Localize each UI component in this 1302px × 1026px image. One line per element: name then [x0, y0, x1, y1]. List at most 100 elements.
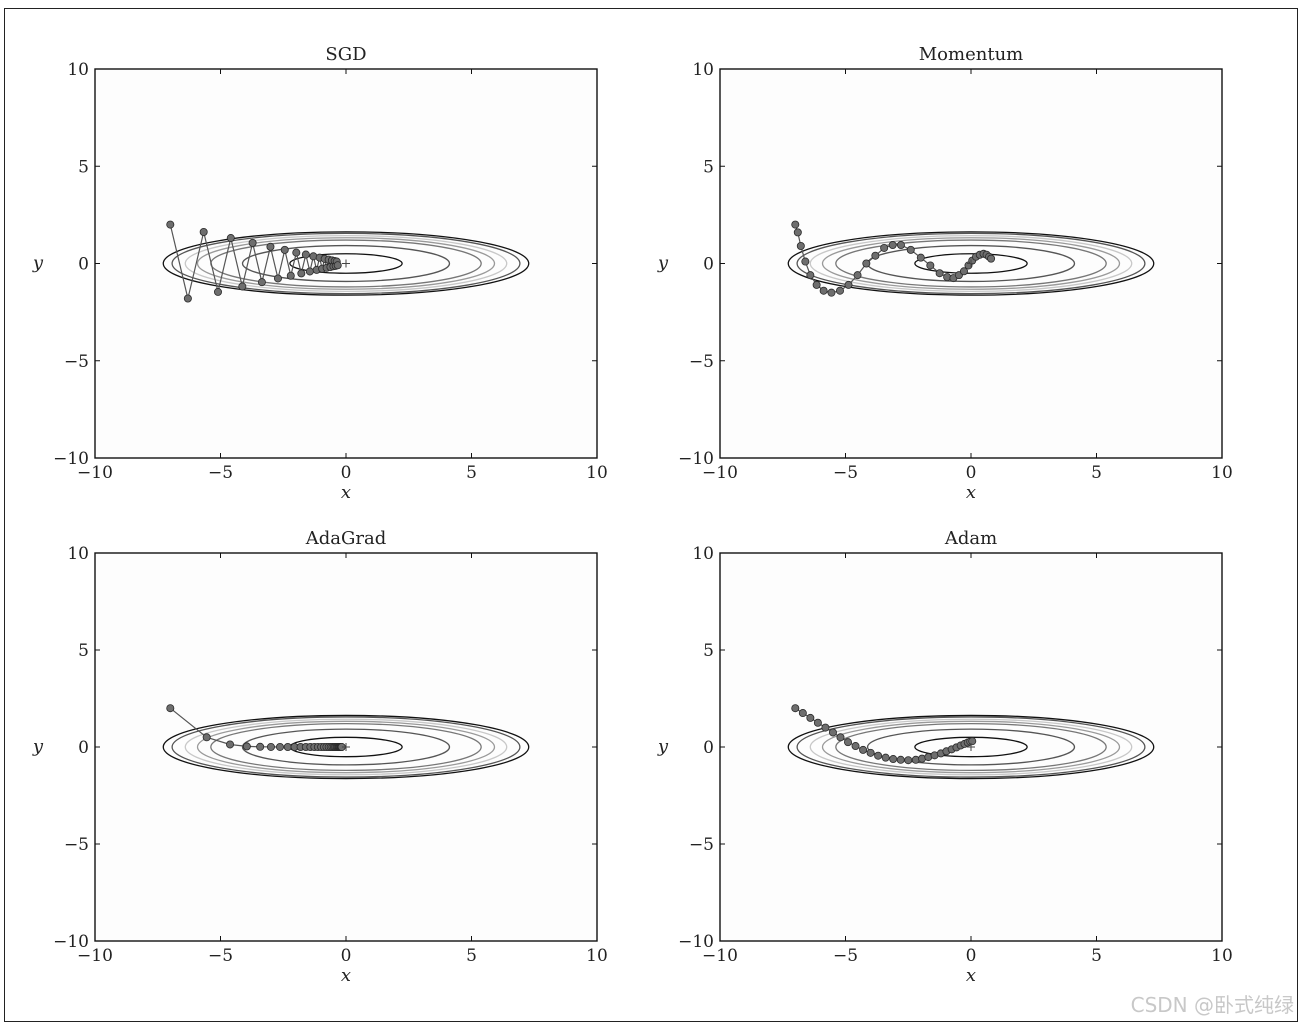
- momentum-path-point: [987, 254, 996, 263]
- momentum-xtick-label: 5: [1091, 463, 1102, 483]
- momentum-ylabel: y: [657, 253, 669, 274]
- momentum-path-point: [871, 251, 880, 260]
- adam-path-point: [806, 713, 815, 722]
- adagrad-xlabel: x: [341, 965, 351, 986]
- momentum-ytick-label: −5: [689, 352, 714, 372]
- adam-path-point: [851, 742, 860, 751]
- momentum-xtick-label: 0: [966, 463, 977, 483]
- momentum-path-point: [862, 259, 871, 268]
- adagrad-ytick-label: 5: [78, 641, 89, 661]
- adam-path-point: [866, 748, 875, 757]
- sgd-xtick-label: 10: [586, 463, 608, 483]
- adam-ylabel: y: [657, 736, 669, 757]
- sgd-xtick-label: 5: [466, 463, 477, 483]
- momentum-path-point: [793, 228, 802, 237]
- sgd-path-point: [248, 238, 257, 247]
- adagrad-path-point: [275, 742, 284, 751]
- watermark: CSDN @卧式纯绿: [1130, 993, 1294, 1017]
- sgd-contour-line: [196, 237, 496, 290]
- sgd-xlabel: x: [341, 482, 351, 503]
- momentum-contours: [787, 231, 1155, 296]
- adam-path-point: [968, 737, 977, 746]
- momentum-ytick-label: −10: [678, 449, 714, 469]
- momentum-path-point: [844, 280, 853, 289]
- momentum-contour-line: [809, 235, 1133, 292]
- adam-path-point: [844, 738, 853, 747]
- momentum-ytick-label: 0: [703, 255, 714, 275]
- adam-path-point: [798, 709, 807, 718]
- adam-ytick-label: 5: [703, 641, 714, 661]
- adam-xtick-label: 5: [1091, 946, 1102, 966]
- sgd-ytick-label: 0: [78, 255, 89, 275]
- momentum-contour-line: [835, 239, 1107, 288]
- sgd-path-point: [297, 269, 306, 278]
- adagrad-xtick-label: 0: [341, 946, 352, 966]
- sgd-contour-line: [289, 253, 403, 274]
- adam-path-point: [791, 704, 800, 713]
- adam-ytick-label: 10: [692, 544, 714, 564]
- adagrad-ytick-label: −10: [53, 932, 89, 952]
- adagrad-title: AdaGrad: [305, 528, 387, 549]
- adam-ytick-label: −10: [678, 932, 714, 952]
- sgd-ytick-label: 5: [78, 157, 89, 177]
- adagrad-ytick-label: 10: [67, 544, 89, 564]
- momentum-title: Momentum: [919, 44, 1023, 65]
- sgd-path-point: [238, 282, 247, 291]
- adam-xlabel: x: [966, 965, 976, 986]
- sgd-xtick-label: −5: [208, 463, 233, 483]
- sgd-contour-line: [241, 244, 451, 283]
- adagrad-xtick-label: −5: [208, 946, 233, 966]
- adagrad-ytick-label: −5: [64, 835, 89, 855]
- adam-path-point: [896, 755, 905, 764]
- sgd-contour-line: [184, 235, 508, 292]
- sgd-title: SGD: [325, 44, 366, 65]
- sgd-contour-line: [171, 232, 521, 295]
- momentum-path-point: [806, 271, 815, 280]
- adagrad-path-point: [226, 740, 235, 749]
- sgd-panel: −10 −5 0 5 10 −10 −5 0 5 10 SGD x y: [32, 44, 608, 503]
- adam-contours: [787, 714, 1155, 780]
- sgd-path-point: [280, 245, 289, 254]
- adam-title: Adam: [944, 528, 997, 549]
- sgd-path-point: [257, 278, 266, 287]
- adam-xtick-label: −10: [702, 946, 738, 966]
- adagrad-path-point: [242, 742, 251, 751]
- adagrad-contour-line: [210, 722, 482, 772]
- momentum-xlabel: x: [966, 482, 976, 503]
- sgd-path-point: [166, 220, 175, 229]
- momentum-path-point: [906, 245, 915, 254]
- momentum-path-point: [880, 243, 889, 252]
- sgd-path-point: [286, 271, 295, 280]
- adagrad-contour-line: [184, 718, 508, 776]
- adagrad-contour-line: [171, 716, 521, 778]
- momentum-path-point: [819, 286, 828, 295]
- adam-path-point: [859, 745, 868, 754]
- adam-path-point: [821, 723, 830, 732]
- sgd-minimum-marker: [342, 259, 350, 268]
- sgd-path-point: [305, 267, 314, 276]
- momentum-path-point: [835, 286, 844, 295]
- momentum-path-point: [791, 220, 800, 229]
- adam-contour-line: [821, 720, 1121, 774]
- momentum-contour-line: [787, 231, 1155, 296]
- momentum-path-point: [926, 261, 935, 270]
- sgd-ytick-label: 10: [67, 60, 89, 80]
- sgd-ytick-label: −10: [53, 449, 89, 469]
- momentum-panel: −10 −5 0 5 10 −10 −5 0 5 10 Momentum x y: [657, 44, 1233, 503]
- momentum-path-point: [827, 288, 836, 297]
- adagrad-path-point: [202, 733, 211, 742]
- adagrad-path-point: [266, 742, 275, 751]
- momentum-path-point: [812, 280, 821, 289]
- adam-path-point: [889, 755, 898, 764]
- adagrad-path-point: [283, 743, 292, 752]
- adam-xtick-label: −5: [833, 946, 858, 966]
- sgd-xtick-label: −10: [77, 463, 113, 483]
- adagrad-minimum-marker: [342, 743, 350, 751]
- adam-ytick-label: −5: [689, 835, 714, 855]
- momentum-path-point: [959, 267, 968, 276]
- adam-path-point: [836, 733, 845, 742]
- momentum-xtick-label: 10: [1211, 463, 1233, 483]
- momentum-contour-line: [821, 237, 1121, 290]
- momentum-contour-line: [914, 253, 1028, 274]
- adam-path-point: [904, 756, 913, 765]
